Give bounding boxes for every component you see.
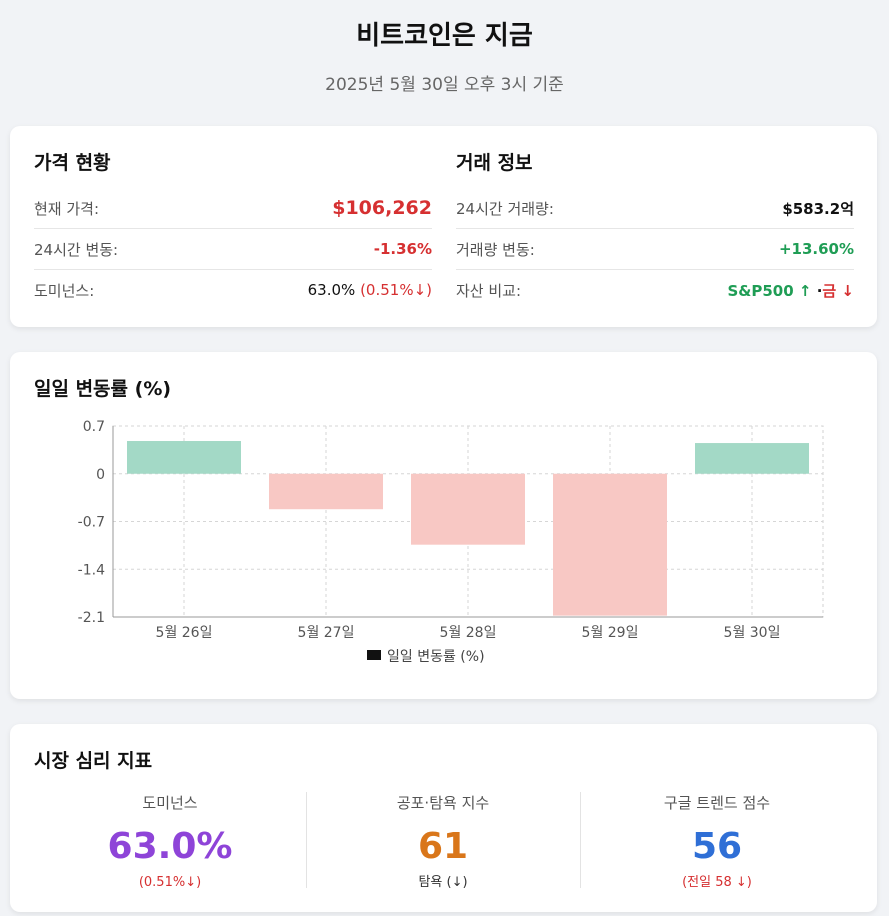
- chart-card: 일일 변동률 (%) 0.7 0 -0.7 -1.4 -2.1 5월 26일 5월 27일 5…: [10, 352, 877, 699]
- compare-value-wrap: S&P500 ↑ ·금 ↓: [727, 280, 854, 301]
- y-tick-label: -2.1: [78, 610, 105, 626]
- metric-dominance: 도미넌스 63.0% (0.51%↓): [34, 792, 306, 892]
- metric-dominance-note: (0.51%↓): [138, 875, 202, 890]
- price-row-dominance: 도미넌스: 63.0% (0.51%↓): [34, 270, 432, 310]
- change-24h-label: 24시간 변동:: [34, 240, 119, 259]
- y-tick-label: 0: [96, 467, 105, 483]
- bar: [269, 473, 383, 510]
- compare-gold: 금 ↓: [822, 281, 854, 300]
- x-tick-label: 5월 30일: [724, 625, 781, 641]
- metric-google-trend-label: 구글 트렌드 점수: [663, 794, 771, 812]
- trade-row-volume-change: 거래량 변동: +13.60%: [456, 229, 854, 270]
- metric-fear-greed-label: 공포·탐욕 지수: [396, 794, 490, 812]
- change-24h-value: -1.36%: [373, 240, 432, 258]
- metric-fear-greed: 공포·탐욕 지수 61 탐욕 (↓): [307, 792, 579, 892]
- metric-dominance-value: 63.0%: [107, 826, 233, 867]
- metric-divider: [580, 792, 581, 888]
- metric-dominance-label: 도미넌스: [142, 794, 198, 812]
- metric-google-trend-value: 56: [691, 826, 743, 867]
- x-tick-label: 5월 28일: [440, 625, 497, 641]
- metric-fear-greed-value: 61: [417, 826, 469, 867]
- legend-label: 일일 변동률 (%): [387, 649, 485, 665]
- dominance-change: (0.51%↓): [360, 281, 432, 299]
- trade-heading: 거래 정보: [456, 152, 533, 174]
- compare-sp500: S&P500 ↑: [727, 281, 812, 300]
- trade-row-volume: 24시간 거래량: $583.2억: [456, 188, 854, 229]
- price-heading: 가격 현황: [34, 152, 111, 174]
- y-tick-label: -0.7: [78, 515, 105, 531]
- legend-swatch: [367, 650, 381, 660]
- compare-label: 자산 비교:: [456, 281, 522, 300]
- volume-change-label: 거래량 변동:: [456, 240, 535, 259]
- page-title: 비트코인은 지금: [356, 21, 533, 51]
- x-tick-label: 5월 29일: [582, 625, 639, 641]
- page-header: 비트코인은 지금 2025년 5월 30일 오후 3시 기준: [0, 0, 889, 98]
- current-price-value: $106,262: [332, 197, 432, 219]
- metric-google-trend-note: (전일 58 ↓): [682, 875, 752, 890]
- dominance-value-wrap: 63.0% (0.51%↓): [308, 281, 432, 299]
- bar: [127, 441, 241, 474]
- current-price-label: 현재 가격:: [34, 199, 100, 218]
- info-card: 가격 현황 현재 가격: $106,262 24시간 변동: -1.36% 도미…: [10, 126, 877, 327]
- metric-fear-greed-note: 탐욕 (↓): [418, 875, 468, 890]
- bar: [553, 473, 667, 616]
- y-tick-label: -1.4: [78, 562, 105, 578]
- volume-label: 24시간 거래량:: [456, 199, 554, 218]
- page-subtitle: 2025년 5월 30일 오후 3시 기준: [325, 75, 564, 95]
- dominance-value: 63.0%: [307, 281, 356, 299]
- sentiment-heading: 시장 심리 지표: [34, 750, 153, 772]
- bar: [411, 473, 525, 545]
- sentiment-card: 시장 심리 지표 도미넌스 63.0% (0.51%↓) 공포·탐욕 지수 61…: [10, 724, 877, 912]
- compare-separator: ·: [816, 281, 823, 300]
- price-section: 가격 현황 현재 가격: $106,262 24시간 변동: -1.36% 도미…: [34, 150, 432, 310]
- price-row-change: 24시간 변동: -1.36%: [34, 229, 432, 270]
- x-tick-label: 5월 27일: [298, 625, 355, 641]
- bar: [695, 443, 809, 474]
- price-row-current: 현재 가격: $106,262: [34, 188, 432, 229]
- daily-change-chart: 0.7 0 -0.7 -1.4 -2.1 5월 26일 5월 27일 5월 28일 5월 29일…: [78, 419, 824, 665]
- metric-google-trend: 구글 트렌드 점수 56 (전일 58 ↓): [581, 792, 853, 892]
- x-tick-label: 5월 26일: [156, 625, 213, 641]
- volume-value: $583.2억: [782, 199, 854, 218]
- volume-change-value: +13.60%: [778, 240, 854, 258]
- metric-divider: [306, 792, 307, 888]
- trade-section: 거래 정보 24시간 거래량: $583.2억 거래량 변동: +13.60% …: [456, 150, 854, 310]
- dominance-label: 도미넌스:: [34, 281, 95, 300]
- y-tick-label: 0.7: [83, 419, 105, 435]
- trade-row-compare: 자산 비교: S&P500 ↑ ·금 ↓: [456, 270, 854, 310]
- chart-heading: 일일 변동률 (%): [34, 378, 172, 400]
